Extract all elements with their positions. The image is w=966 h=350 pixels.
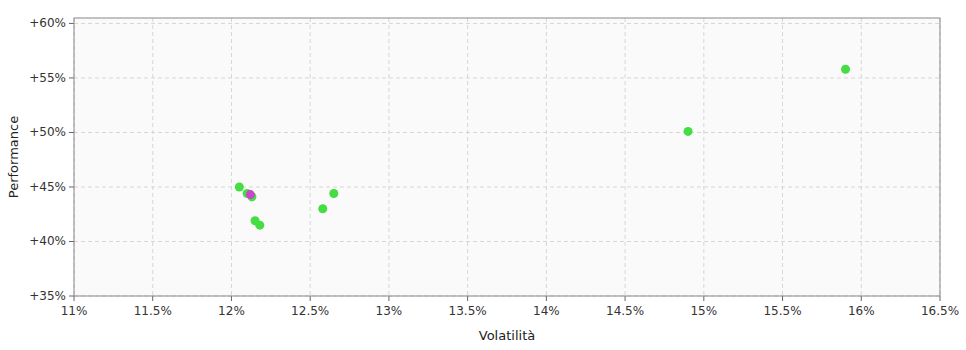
point (235, 182, 244, 191)
plot-background (74, 18, 940, 296)
y-tick-label: +45% (29, 180, 66, 194)
x-tick-label: 13% (376, 304, 403, 318)
x-tick (703, 296, 704, 301)
series (235, 65, 850, 230)
x-tick (546, 296, 547, 301)
x-grid-line (467, 18, 468, 296)
y-tick (69, 132, 74, 133)
x-tick (782, 296, 783, 301)
y-tick-label: +50% (29, 125, 66, 139)
x-tick-label: 15% (690, 304, 717, 318)
x-tick-label: 11.5% (134, 304, 172, 318)
point (318, 204, 327, 213)
x-tick-label: 12% (218, 304, 245, 318)
x-tick-label: 16.5% (921, 304, 959, 318)
point (684, 127, 693, 136)
y-tick (69, 296, 74, 297)
x-tick (231, 296, 232, 301)
x-tick (861, 296, 862, 301)
x-tick (940, 296, 941, 301)
y-axis-label: Performance (6, 116, 21, 198)
x-tick (625, 296, 626, 301)
x-grid-line (703, 18, 704, 296)
y-grid-line (74, 241, 940, 242)
y-tick-label: +35% (29, 289, 66, 303)
point (255, 221, 264, 230)
x-tick (152, 296, 153, 301)
point (841, 65, 850, 74)
y-tick (69, 23, 74, 24)
y-tick-label: +60% (29, 16, 66, 30)
x-tick-label: 13.5% (449, 304, 487, 318)
y-grid-line (74, 186, 940, 187)
x-grid-line (546, 18, 547, 296)
x-tick-label: 14% (533, 304, 560, 318)
y-tick (69, 241, 74, 242)
x-grid-line (625, 18, 626, 296)
series (246, 190, 255, 199)
x-grid-line (310, 18, 311, 296)
grid (74, 18, 940, 296)
x-tick-label: 16% (848, 304, 875, 318)
x-grid-line (231, 18, 232, 296)
y-grid-line (74, 132, 940, 133)
y-grid-line (74, 23, 940, 24)
x-grid-line (782, 18, 783, 296)
y-tick (69, 186, 74, 187)
x-tick-label: 12.5% (291, 304, 329, 318)
chart-container: 11% 11.5% 12% 12.5% 13% 13.5% 14% 14.5% 15% 15.5%… (0, 0, 966, 350)
x-grid-line (861, 18, 862, 296)
x-grid-line (388, 18, 389, 296)
points (235, 65, 850, 230)
axes: 11% 11.5% 12% 12.5% 13% 13.5% 14% 14.5% 15% 15.5%… (29, 16, 959, 318)
y-grid-line (74, 77, 940, 78)
point (329, 189, 338, 198)
x-tick (74, 296, 75, 301)
x-tick (388, 296, 389, 301)
x-tick-label: 14.5% (606, 304, 644, 318)
y-tick-label: +40% (29, 234, 66, 248)
point (246, 190, 255, 199)
x-axis-label: Volatilità (479, 328, 535, 343)
page: {"chart_data": {"type": "scatter", "xlab… (0, 0, 966, 350)
plot-frame (74, 18, 940, 296)
x-tick (310, 296, 311, 301)
x-grid-line (152, 18, 153, 296)
x-tick-label: 15.5% (763, 304, 801, 318)
y-tick-label: +55% (29, 71, 66, 85)
x-tick (467, 296, 468, 301)
y-tick (69, 77, 74, 78)
chart-svg: 11% 11.5% 12% 12.5% 13% 13.5% 14% 14.5% 15% 15.5%… (0, 0, 966, 350)
x-tick-label: 11% (61, 304, 88, 318)
